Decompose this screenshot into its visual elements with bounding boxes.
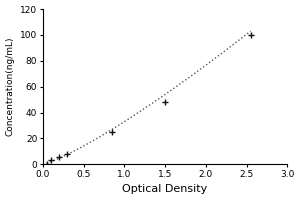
X-axis label: Optical Density: Optical Density (122, 184, 208, 194)
Y-axis label: Concentration(ng/mL): Concentration(ng/mL) (6, 37, 15, 136)
